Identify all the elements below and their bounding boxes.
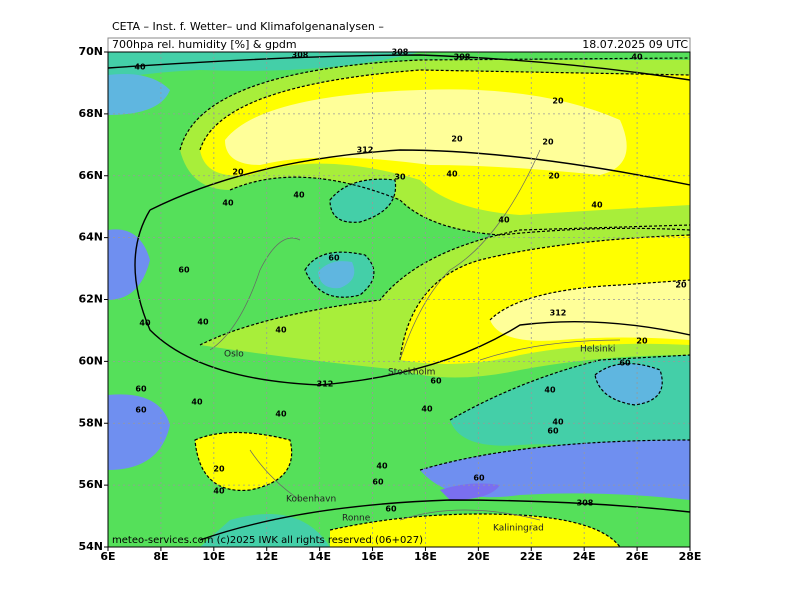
header-subtitle: 700hpa rel. humidity [%] & gpdm xyxy=(112,38,297,51)
lon-label: 26E xyxy=(626,550,649,563)
lon-label: 10E xyxy=(202,550,225,563)
contour-label: 308 xyxy=(577,499,594,508)
contour-label: 40 xyxy=(498,216,510,225)
contour-label: 40 xyxy=(446,170,458,179)
contour-label: 60 xyxy=(372,478,384,487)
contour-label: 60 xyxy=(328,254,340,263)
contour-label: 40 xyxy=(134,63,146,72)
contour-label: 60 xyxy=(473,474,485,483)
contour-label: 40 xyxy=(376,462,388,471)
lat-label: 62N xyxy=(78,293,103,306)
city-label: Oslo xyxy=(224,350,244,360)
lat-label: 64N xyxy=(78,231,103,244)
city-label: Kobenhavn xyxy=(286,495,336,505)
lon-label: 18E xyxy=(414,550,437,563)
lon-label: 14E xyxy=(308,550,331,563)
contour-label: 60 xyxy=(619,359,631,368)
contour-label: 40 xyxy=(293,191,305,200)
contour-label: 40 xyxy=(139,319,151,328)
contour-label: 30 xyxy=(394,173,406,182)
header-title: CETA – Inst. f. Wetter– und Klimafolgena… xyxy=(112,20,384,33)
contour-label: 20 xyxy=(552,97,564,106)
contour-label: 40 xyxy=(552,418,564,427)
contour-label: 60 xyxy=(430,377,442,386)
lon-label: 6E xyxy=(100,550,115,563)
contour-label: 20 xyxy=(636,337,648,346)
lat-label: 70N xyxy=(78,45,103,58)
contour-label: 20 xyxy=(548,172,560,181)
city-label: Ronne xyxy=(342,514,371,524)
header-datetime: 18.07.2025 09 UTC xyxy=(582,38,688,51)
lon-label: 20E xyxy=(467,550,490,563)
contour-label: 312 xyxy=(317,380,334,389)
lat-label: 56N xyxy=(78,478,103,491)
contour-label: 40 xyxy=(275,410,287,419)
contour-label: 60 xyxy=(178,266,190,275)
contour-label: 40 xyxy=(631,53,643,62)
contour-label: 40 xyxy=(213,487,225,496)
lat-label: 60N xyxy=(78,354,103,367)
lat-label: 54N xyxy=(78,540,103,553)
contour-label: 20 xyxy=(451,135,463,144)
contour-label: 20 xyxy=(542,138,554,147)
contour-label: 40 xyxy=(275,326,287,335)
lon-label: 28E xyxy=(679,550,702,563)
lat-label: 68N xyxy=(78,107,103,120)
contour-label: 312 xyxy=(550,309,567,318)
lon-label: 22E xyxy=(520,550,543,563)
contour-label: 60 xyxy=(135,385,147,394)
contour-label: 40 xyxy=(222,199,234,208)
contour-label: 20 xyxy=(232,168,244,177)
contour-label: 60 xyxy=(385,505,397,514)
contour-label: 40 xyxy=(544,386,556,395)
contour-label: 40 xyxy=(197,318,209,327)
contour-label: 308 xyxy=(292,51,309,60)
city-label: Helsinki xyxy=(580,345,615,355)
lat-label: 58N xyxy=(78,416,103,429)
lat-label: 66N xyxy=(78,169,103,182)
contour-label: 40 xyxy=(191,398,203,407)
lon-label: 24E xyxy=(573,550,596,563)
contour-label: 20 xyxy=(213,465,225,474)
contour-label: 60 xyxy=(547,427,559,436)
lon-label: 12E xyxy=(255,550,278,563)
contour-label: 20 xyxy=(675,281,687,290)
contour-label: 308 xyxy=(454,53,471,62)
contour-label: 40 xyxy=(421,405,433,414)
contour-label: 40 xyxy=(591,201,603,210)
footer: meteo-services.com (c)2025 IWK all right… xyxy=(112,535,423,546)
lon-label: 16E xyxy=(361,550,384,563)
contour-label: 308 xyxy=(392,48,409,57)
city-label: Kaliningrad xyxy=(493,524,544,534)
city-label: Stockholm xyxy=(388,368,435,378)
contour-label: 60 xyxy=(135,406,147,415)
contour-label: 312 xyxy=(357,146,374,155)
lon-label: 8E xyxy=(153,550,168,563)
